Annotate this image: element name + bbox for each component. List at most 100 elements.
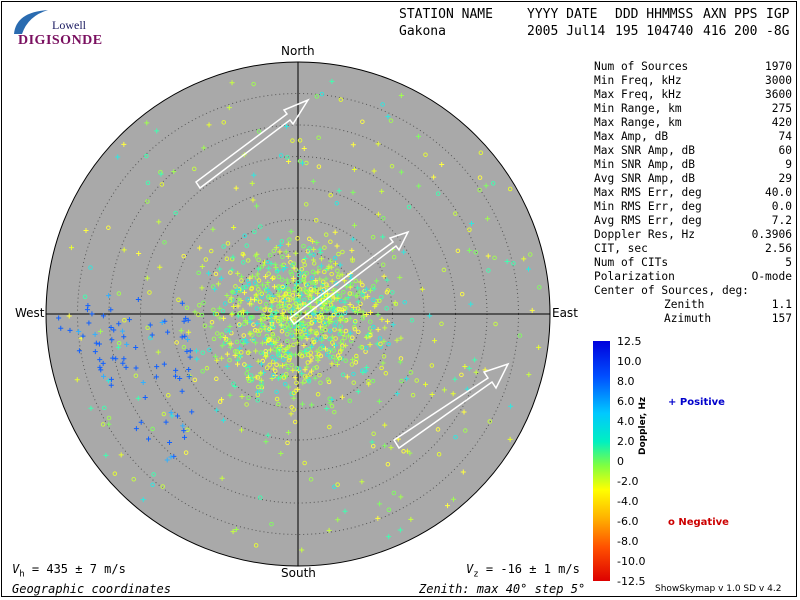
source-marker bbox=[199, 285, 205, 291]
source-marker bbox=[315, 290, 321, 296]
source-marker bbox=[293, 301, 299, 306]
source-marker bbox=[168, 410, 174, 416]
stat-label: Avg RMS Err, deg bbox=[594, 214, 702, 227]
source-marker bbox=[267, 362, 273, 368]
source-marker bbox=[270, 275, 276, 281]
source-marker bbox=[231, 304, 237, 310]
source-marker bbox=[284, 317, 290, 323]
source-marker bbox=[121, 356, 127, 362]
source-marker bbox=[308, 350, 313, 356]
source-marker bbox=[467, 227, 472, 232]
stat-value: 40.0 bbox=[765, 186, 792, 199]
source-marker bbox=[276, 353, 281, 358]
source-marker bbox=[315, 356, 320, 361]
source-marker bbox=[199, 263, 205, 269]
stat-value: 275 bbox=[771, 102, 792, 115]
source-marker bbox=[164, 457, 170, 463]
logo-swoosh-icon bbox=[14, 10, 48, 34]
source-marker bbox=[273, 339, 279, 345]
source-marker bbox=[209, 319, 215, 325]
source-marker bbox=[287, 297, 293, 303]
source-marker bbox=[324, 306, 330, 312]
source-marker bbox=[92, 349, 98, 355]
source-marker bbox=[171, 453, 177, 459]
source-marker bbox=[317, 246, 323, 252]
source-marker bbox=[339, 346, 345, 352]
source-marker bbox=[192, 309, 198, 315]
source-marker bbox=[145, 180, 151, 186]
source-marker bbox=[106, 415, 112, 421]
source-marker bbox=[468, 301, 474, 307]
source-marker bbox=[124, 341, 130, 347]
source-marker bbox=[327, 328, 333, 334]
source-marker bbox=[256, 278, 262, 283]
source-marker bbox=[257, 289, 263, 295]
source-marker bbox=[338, 298, 344, 304]
center-zenith-row: Zenith 1.1 bbox=[664, 298, 792, 311]
stat-label: Max SNR Amp, dB bbox=[594, 144, 696, 157]
source-marker bbox=[308, 477, 314, 482]
source-marker bbox=[288, 269, 293, 275]
source-marker bbox=[319, 315, 325, 320]
source-marker bbox=[217, 315, 223, 321]
stat-label: Max Freq, kHz bbox=[594, 88, 682, 101]
source-marker bbox=[371, 286, 377, 292]
source-marker bbox=[80, 333, 86, 339]
source-marker bbox=[309, 344, 315, 350]
source-marker bbox=[273, 357, 279, 363]
source-marker bbox=[453, 434, 458, 440]
stat-label: Avg SNR Amp, dB bbox=[594, 172, 696, 185]
source-marker bbox=[309, 368, 315, 374]
source-marker bbox=[331, 305, 337, 311]
source-marker bbox=[285, 430, 291, 436]
source-marker bbox=[235, 361, 241, 367]
source-marker bbox=[328, 355, 333, 360]
source-marker bbox=[385, 318, 391, 324]
source-marker bbox=[381, 273, 387, 279]
source-marker bbox=[371, 324, 376, 330]
source-marker bbox=[459, 291, 465, 297]
source-marker bbox=[322, 245, 327, 250]
source-marker bbox=[121, 247, 127, 253]
source-marker bbox=[290, 138, 295, 143]
source-marker bbox=[252, 327, 258, 333]
source-marker bbox=[267, 252, 273, 258]
source-marker bbox=[251, 172, 257, 178]
source-marker bbox=[304, 336, 310, 342]
source-marker bbox=[310, 280, 315, 285]
source-marker bbox=[340, 249, 345, 255]
source-marker bbox=[325, 291, 331, 297]
stat-value: 0.0 bbox=[771, 200, 792, 213]
source-marker bbox=[146, 436, 152, 442]
source-marker bbox=[224, 256, 230, 262]
source-marker bbox=[240, 251, 246, 257]
source-marker bbox=[247, 275, 253, 281]
source-marker bbox=[255, 328, 260, 334]
source-marker bbox=[459, 372, 464, 378]
source-marker bbox=[185, 317, 191, 323]
source-marker bbox=[262, 307, 267, 312]
source-marker bbox=[274, 292, 280, 298]
source-marker bbox=[295, 236, 300, 241]
source-marker bbox=[455, 248, 461, 254]
source-marker bbox=[255, 389, 261, 395]
source-marker bbox=[377, 336, 383, 341]
source-marker bbox=[351, 380, 356, 385]
source-marker bbox=[302, 297, 307, 303]
source-marker bbox=[381, 338, 387, 344]
source-marker bbox=[323, 300, 329, 306]
source-marker bbox=[283, 249, 289, 255]
source-marker bbox=[292, 375, 298, 381]
source-marker bbox=[492, 255, 497, 261]
source-marker bbox=[334, 281, 339, 286]
source-marker bbox=[274, 269, 280, 274]
source-marker bbox=[384, 306, 389, 311]
source-marker bbox=[222, 301, 228, 306]
source-marker bbox=[397, 359, 403, 365]
source-marker bbox=[394, 391, 400, 397]
source-marker bbox=[350, 258, 355, 263]
source-marker bbox=[268, 313, 274, 319]
source-marker bbox=[436, 451, 442, 457]
source-marker bbox=[296, 293, 302, 299]
header-value-pps: 200 bbox=[734, 24, 758, 39]
